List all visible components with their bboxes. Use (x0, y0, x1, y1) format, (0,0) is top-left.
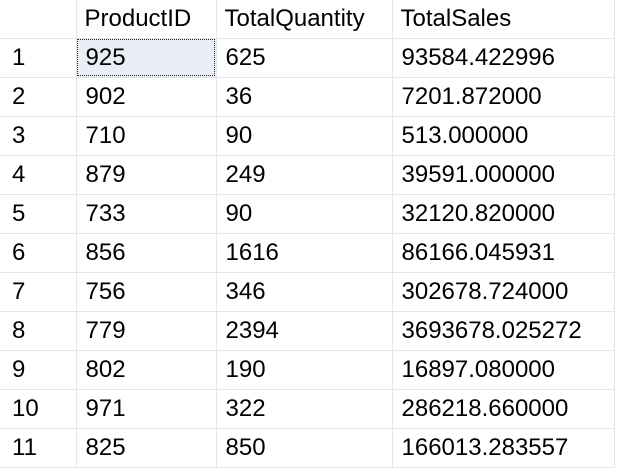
table-cell[interactable]: 90 (216, 116, 393, 156)
table-cell[interactable]: 733 (76, 194, 217, 234)
table-cell[interactable]: 322 (216, 389, 393, 429)
table-cell[interactable]: 850 (216, 428, 393, 468)
row-number[interactable]: 7 (0, 272, 77, 312)
table-cell[interactable]: 710 (76, 116, 217, 156)
row-number[interactable]: 9 (0, 350, 77, 390)
table-cell[interactable]: 971 (76, 389, 217, 429)
row-number[interactable]: 10 (0, 389, 77, 429)
row-number[interactable]: 4 (0, 155, 77, 195)
row-number[interactable]: 5 (0, 194, 77, 234)
table-cell[interactable]: 346 (216, 272, 393, 312)
results-table: ProductID TotalQuantity TotalSales 1 925… (0, 0, 615, 468)
table-cell[interactable]: 32120.820000 (392, 194, 615, 234)
results-header: ProductID TotalQuantity TotalSales (0, 0, 615, 39)
column-header-totalquantity[interactable]: TotalQuantity (216, 0, 393, 39)
row-number[interactable]: 1 (0, 38, 77, 78)
row-number[interactable]: 2 (0, 77, 77, 117)
table-cell[interactable]: 625 (216, 38, 393, 78)
column-header-productid[interactable]: ProductID (76, 0, 217, 39)
table-cell[interactable]: 902 (76, 77, 217, 117)
table-cell[interactable]: 779 (76, 311, 217, 351)
table-cell[interactable]: 856 (76, 233, 217, 273)
table-row: 10 971 322 286218.660000 (0, 389, 615, 429)
table-row: 1 925 625 93584.422996 (0, 38, 615, 78)
table-cell[interactable]: 190 (216, 350, 393, 390)
table-cell[interactable]: 2394 (216, 311, 393, 351)
table-row: 11 825 850 166013.283557 (0, 428, 615, 468)
table-cell[interactable]: 879 (76, 155, 217, 195)
table-cell[interactable]: 286218.660000 (392, 389, 615, 429)
corner-header[interactable] (0, 0, 77, 39)
table-row: 5 733 90 32120.820000 (0, 194, 615, 234)
table-cell[interactable]: 825 (76, 428, 217, 468)
table-cell[interactable]: 36 (216, 77, 393, 117)
table-cell[interactable]: 7201.872000 (392, 77, 615, 117)
header-row: ProductID TotalQuantity TotalSales (0, 0, 615, 39)
table-cell[interactable]: 166013.283557 (392, 428, 615, 468)
table-cell[interactable]: 16897.080000 (392, 350, 615, 390)
table-cell[interactable]: 93584.422996 (392, 38, 615, 78)
table-cell[interactable]: 756 (76, 272, 217, 312)
table-cell[interactable]: 39591.000000 (392, 155, 615, 195)
table-cell[interactable]: 90 (216, 194, 393, 234)
row-number[interactable]: 3 (0, 116, 77, 156)
table-cell[interactable]: 1616 (216, 233, 393, 273)
table-row: 9 802 190 16897.080000 (0, 350, 615, 390)
column-header-totalsales[interactable]: TotalSales (392, 0, 615, 39)
row-number[interactable]: 8 (0, 311, 77, 351)
table-row: 8 779 2394 3693678.025272 (0, 311, 615, 351)
table-cell[interactable]: 302678.724000 (392, 272, 615, 312)
table-cell[interactable]: 86166.045931 (392, 233, 615, 273)
table-cell-selected[interactable]: 925 (76, 38, 217, 78)
table-cell[interactable]: 3693678.025272 (392, 311, 615, 351)
table-row: 3 710 90 513.000000 (0, 116, 615, 156)
table-cell[interactable]: 802 (76, 350, 217, 390)
table-row: 6 856 1616 86166.045931 (0, 233, 615, 273)
row-number[interactable]: 11 (0, 428, 77, 468)
table-row: 4 879 249 39591.000000 (0, 155, 615, 195)
table-row: 7 756 346 302678.724000 (0, 272, 615, 312)
row-number[interactable]: 6 (0, 233, 77, 273)
table-row: 2 902 36 7201.872000 (0, 77, 615, 117)
results-body: 1 925 625 93584.422996 2 902 36 7201.872… (0, 38, 615, 468)
table-cell[interactable]: 513.000000 (392, 116, 615, 156)
table-cell[interactable]: 249 (216, 155, 393, 195)
